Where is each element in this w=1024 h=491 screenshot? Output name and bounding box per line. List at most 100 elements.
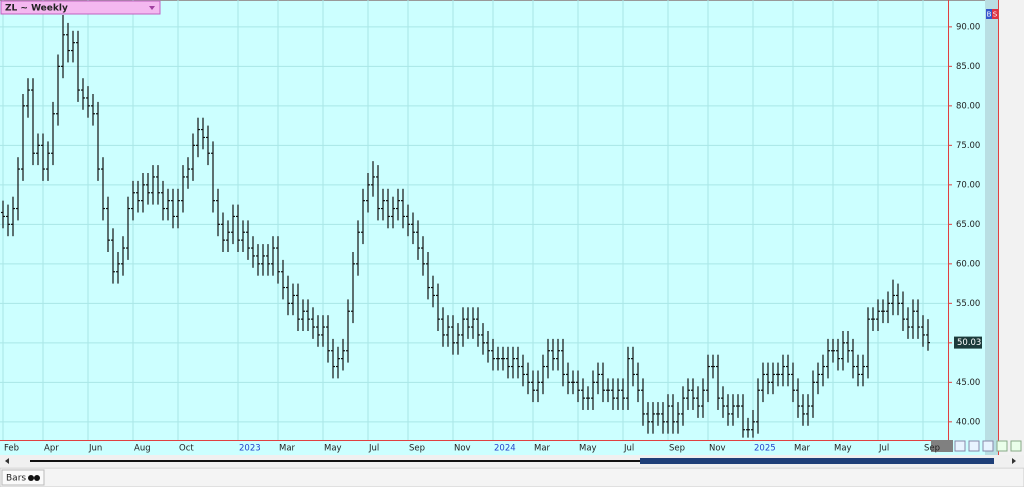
ohlc-bar [621,378,625,410]
ohlc-bar [696,386,700,418]
ohlc-bar [431,275,435,308]
ohlc-bar [616,378,620,410]
ohlc-bar [901,291,905,331]
ohlc-bar [726,394,730,426]
ohlc-bar [566,362,570,395]
ohlc-bar [156,165,160,205]
ohlc-bar [366,172,370,213]
ohlc-bar [256,244,260,276]
ohlc-bar [131,180,135,221]
ohlc-bar [476,307,480,347]
ohlc-bar [126,196,130,260]
ohlc-bar [606,378,610,403]
ohlc-bar [576,370,580,403]
ohlc-bar [216,188,220,237]
ohlc-bar [786,354,790,387]
ohlc-bar [706,354,710,403]
study-tab[interactable] [1,469,45,486]
scroll-right[interactable] [1012,458,1016,464]
ohlc-bar [761,362,765,403]
ohlc-bar [586,386,590,410]
ohlc-bar [526,362,530,395]
ohlc-bar [136,180,140,213]
y-tick-label: 65.00 [956,220,980,230]
ohlc-bar [36,133,40,166]
ohlc-bar [661,402,665,434]
ohlc-bar [666,394,670,434]
ohlc-bar [731,394,735,426]
scroll-thumb[interactable] [640,458,994,464]
ohlc-bar [816,362,820,395]
ohlc-bar [61,15,65,79]
ohlc-bar [601,362,605,403]
ohlc-bar [351,251,355,324]
side-gutter [999,0,1024,455]
ohlc-bar [441,307,445,347]
ohlc-bar [841,330,845,371]
ohlc-bar [321,315,325,347]
ohlc-bar [141,172,145,213]
ohlc-bar [206,125,210,166]
ohlc-bar [656,402,660,426]
ohlc-bar [806,394,810,426]
ohlc-bar [891,279,895,316]
ohlc-bar [796,378,800,418]
ohlc-bar [511,346,515,379]
ohlc-bar [251,236,255,268]
ohlc-bar [631,346,635,387]
ohlc-bar [886,291,890,324]
ohlc-bar [846,330,850,363]
y-tick-label: 60.00 [956,259,980,269]
sell-badge[interactable] [992,9,998,19]
symbol-dropdown[interactable] [0,0,161,15]
ohlc-bar [416,220,420,260]
ohlc-bar [111,228,115,284]
ohlc-bar [226,220,230,252]
x-tick-label: Nov [454,444,471,454]
scroll-left[interactable] [5,458,9,464]
ohlc-bar [31,78,35,166]
nav-button[interactable] [982,440,994,452]
ohlc-bar [81,78,85,110]
ohlc-bar [866,307,870,379]
ohlc-bar [396,188,400,221]
nav-button[interactable] [968,440,980,452]
ohlc-bar [581,378,585,410]
x-tick-label: Apr [44,444,59,454]
x-tick-label: Oct [179,444,194,454]
ohlc-bar [86,86,90,118]
ohlc-bar [746,417,750,438]
nav-button[interactable] [996,440,1008,452]
ohlc-bar [196,117,200,158]
ohlc-bar [521,354,525,387]
ohlc-bar [851,338,855,379]
nav-button[interactable] [1010,440,1022,452]
ohlc-bar [881,299,885,324]
chart-title: ZL ~ Weekly [5,4,68,14]
x-tick-label: May [324,444,342,454]
ohlc-bar [116,251,120,284]
ohlc-bar [636,362,640,403]
ohlc-bar [856,354,860,387]
ohlc-bar [121,236,125,276]
ohlc-bar [686,378,690,410]
buy-badge[interactable] [986,9,992,19]
ohlc-bar [311,307,315,339]
nav-buttons [954,440,1022,452]
nav-button[interactable] [954,440,966,452]
x-tick-label: Jul [623,444,634,454]
ohlc-bar [776,362,780,387]
ohlc-bar [921,315,925,347]
x-tick-label: Jun [88,444,102,454]
x-tick-label: Mar [534,444,551,454]
dropdown-arrow [149,6,155,10]
ohlc-bar [91,94,95,126]
ohlc-bar [861,354,865,387]
y-tick-label: 85.00 [956,62,980,72]
ohlc-bar [231,204,235,245]
ohlc-bar [376,165,380,221]
ohlc-bar [66,22,70,63]
sell-badge-label: S [993,11,998,19]
ohlc-bar [591,370,595,410]
